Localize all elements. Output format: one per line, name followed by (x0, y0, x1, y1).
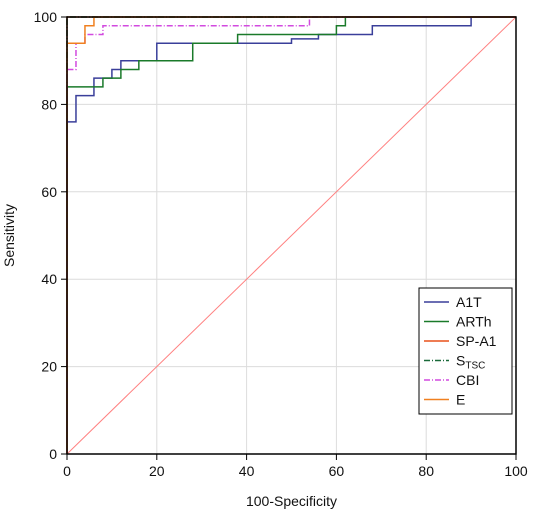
plot-frame (66, 16, 517, 455)
x-axis-label: 100-Specificity (246, 493, 337, 509)
y-tick-label: 0 (49, 446, 57, 462)
legend-label: E (456, 392, 465, 408)
x-tick-label: 100 (504, 463, 528, 479)
y-tick-label: 60 (41, 184, 57, 200)
y-tick-label: 100 (34, 9, 58, 25)
x-tick-label: 80 (418, 463, 434, 479)
reference-diagonal-line (66, 16, 517, 455)
y-tick-label: 80 (41, 96, 57, 112)
legend-label: ARTh (456, 314, 492, 330)
y-tick-label: 20 (41, 359, 57, 375)
axis-ticks: 0 20 40 60 80 100 0 20 40 60 80 100 (34, 9, 528, 479)
x-tick-label: 40 (239, 463, 255, 479)
legend-box (418, 287, 513, 415)
legend-label: CBI (456, 372, 479, 388)
x-tick-label: 60 (329, 463, 345, 479)
x-tick-label: 0 (63, 463, 71, 479)
series-line-arth (66, 16, 516, 454)
legend-label: A1T (456, 294, 482, 310)
y-tick-label: 40 (41, 271, 57, 287)
y-axis-label: Sensitivity (1, 204, 17, 267)
x-tick-label: 20 (149, 463, 165, 479)
legend-label: SP-A1 (456, 333, 497, 349)
